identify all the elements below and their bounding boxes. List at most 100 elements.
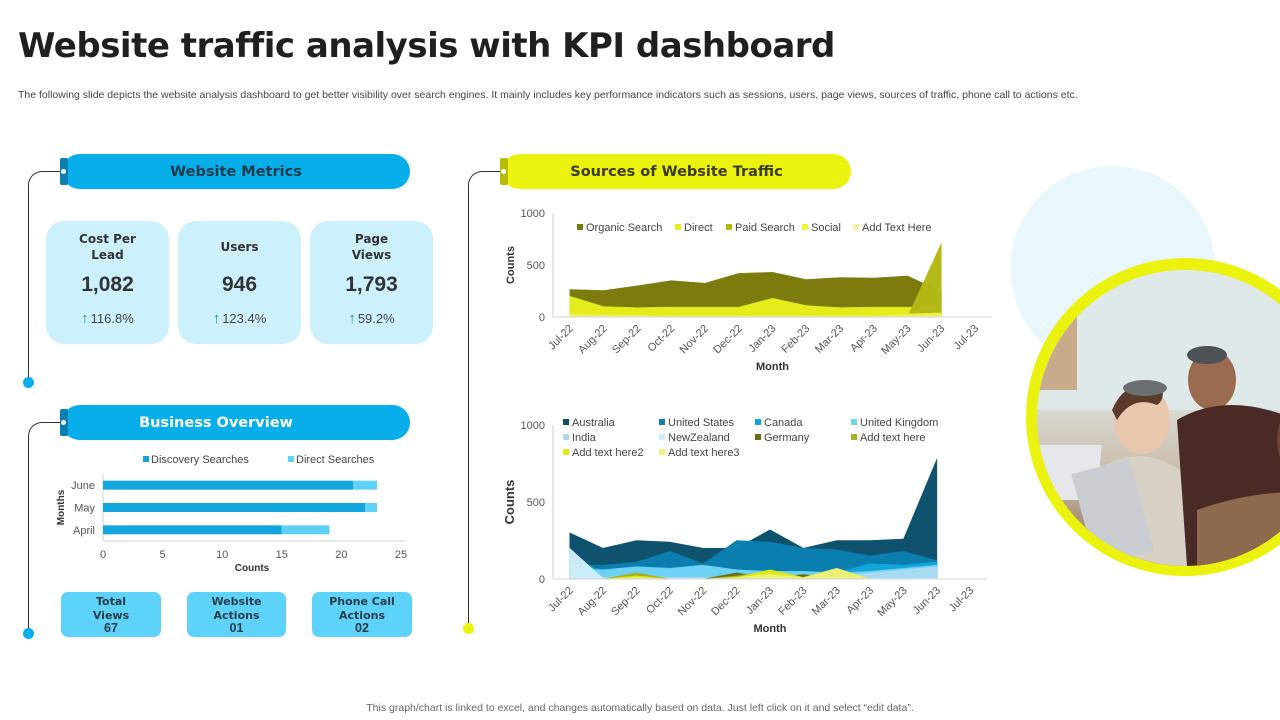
- area-series: [569, 312, 942, 318]
- sources-traffic-chart: Organic Search Direct Paid Search Social Add…: [505, 208, 992, 373]
- legend-label: Add text here2: [572, 447, 644, 459]
- x-tick-label: Oct-22: [644, 585, 676, 617]
- x-tick-label: Oct-22: [645, 323, 677, 355]
- x-tick-label: Aug-22: [576, 585, 610, 619]
- x-tick-label: Jul-23: [947, 585, 977, 615]
- stat-value: 67: [104, 621, 118, 635]
- x-tick-label: Aug-22: [576, 323, 610, 357]
- legend-label: Discovery Searches: [151, 454, 249, 466]
- legend-swatch: [675, 224, 681, 230]
- x-tick-label: Jun-23: [911, 585, 943, 617]
- stat-label-line1: Phone Call: [329, 595, 395, 608]
- section-title: Business Overview: [139, 414, 293, 431]
- legend-swatch: [853, 224, 859, 230]
- arrow-up-icon: ↑: [348, 310, 356, 327]
- legend-label: Add text here: [860, 432, 925, 444]
- legend-label: Direct Searches: [296, 454, 375, 466]
- legend-swatch: [288, 456, 294, 462]
- legend-label: NewZealand: [668, 432, 730, 444]
- x-axis-title: Counts: [235, 563, 270, 574]
- legend-label: United States: [668, 417, 735, 429]
- legend-label: India: [572, 432, 597, 444]
- legend-swatch: [726, 224, 732, 230]
- section-header-business-overview: Business Overview: [60, 405, 410, 440]
- x-tick-label: Sep-22: [610, 323, 644, 357]
- connector-line-business: [28, 422, 62, 632]
- legend-swatch: [143, 456, 149, 462]
- legend-swatch: [659, 449, 665, 455]
- metric-change-value: 123.4%: [222, 311, 267, 326]
- metric-label: Cost Per Lead: [79, 232, 136, 262]
- legend-label: Australia: [572, 417, 616, 429]
- x-tick-label: Nov-22: [678, 323, 712, 357]
- x-tick-label: 25: [395, 549, 407, 561]
- metric-value: 946: [221, 273, 258, 296]
- metric-value: 1,793: [345, 273, 398, 296]
- y-tick-label: 0: [539, 312, 545, 324]
- x-tick-label: Dec-22: [711, 323, 745, 357]
- metric-change-value: 116.8%: [90, 311, 134, 326]
- legend-label: Organic Search: [586, 222, 662, 234]
- header-tab: [60, 409, 68, 436]
- legend-swatch: [851, 434, 857, 440]
- legend-swatch: [563, 419, 569, 425]
- stat-value: 02: [355, 621, 369, 635]
- header-tab: [500, 158, 508, 185]
- bar-segment: [103, 525, 282, 535]
- x-tick-label: Nov-22: [676, 585, 710, 619]
- x-tick-label: Jan-23: [746, 323, 778, 355]
- x-tick-label: Jul-22: [546, 585, 576, 615]
- legend-label: Social: [811, 222, 841, 234]
- legend-swatch: [802, 224, 808, 230]
- x-tick-label: Feb-23: [776, 585, 809, 618]
- legend-label: Germany: [764, 432, 810, 444]
- arrow-up-icon: ↑: [212, 310, 221, 327]
- stat-value: 01: [229, 621, 244, 635]
- legend-label: Add Text Here: [862, 222, 932, 234]
- metric-label: Page Views: [351, 232, 392, 262]
- legend-swatch: [659, 419, 665, 425]
- x-tick-label: 5: [160, 549, 166, 561]
- x-tick-label: Mar-23: [813, 323, 846, 356]
- x-tick-label: Apr-23: [848, 323, 880, 355]
- y-axis-title: Counts: [502, 480, 517, 525]
- x-axis-title: Month: [754, 623, 787, 635]
- bar-segment: [353, 480, 378, 490]
- section-header-sources-traffic: Sources of Website Traffic: [500, 154, 851, 189]
- x-tick-label: Apr-23: [844, 585, 876, 617]
- section-title: Website Metrics: [170, 163, 302, 180]
- legend-swatch: [755, 434, 761, 440]
- legend-swatch: [851, 419, 857, 425]
- y-axis-title: Months: [56, 489, 67, 525]
- y-tick-label: 1000: [521, 420, 545, 432]
- y-tick-label: 1000: [521, 208, 545, 220]
- page-title: Website traffic analysis with KPI dashbo…: [18, 26, 835, 66]
- bar-segment: [103, 503, 366, 512]
- y-tick-label: May: [74, 503, 95, 515]
- stat-total-views: Total Views 67: [61, 592, 161, 637]
- stat-label-line2: Actions: [339, 608, 385, 622]
- bar-segment: [103, 480, 354, 490]
- x-tick-label: 15: [276, 549, 288, 561]
- metric-card-page-views: Page Views 1,793 ↑ 59.2%: [310, 221, 433, 344]
- x-tick-label: Jun-23: [915, 323, 947, 355]
- metric-card-cost-per-lead: Cost Per Lead 1,082 ↑ 116.8%: [46, 221, 169, 344]
- x-tick-label: Sep-22: [609, 585, 643, 619]
- legend-swatch: [577, 224, 583, 230]
- connector-line-metrics: [28, 171, 62, 382]
- section-title: Sources of Website Traffic: [570, 163, 783, 180]
- stat-label-line2: Views: [92, 608, 130, 622]
- business-overview-chart: Discovery Searches Direct Searches April Ma…: [56, 454, 407, 574]
- traffic-by-country-chart: Australia United States Canada United Kingd…: [502, 417, 987, 635]
- legend-swatch: [755, 419, 761, 425]
- x-tick-label: Dec-22: [709, 585, 743, 619]
- connector-dot-metrics: [23, 377, 34, 388]
- bar-segment: [281, 525, 330, 535]
- x-tick-label: 20: [335, 549, 347, 561]
- stat-website-actions: Website Actions 01: [187, 592, 286, 637]
- connector-dot-business: [23, 628, 34, 639]
- connector-dot-traffic: [463, 623, 474, 634]
- metric-label: Users: [220, 240, 259, 254]
- header-tab: [60, 158, 68, 185]
- x-tick-label: Jul-22: [546, 323, 576, 353]
